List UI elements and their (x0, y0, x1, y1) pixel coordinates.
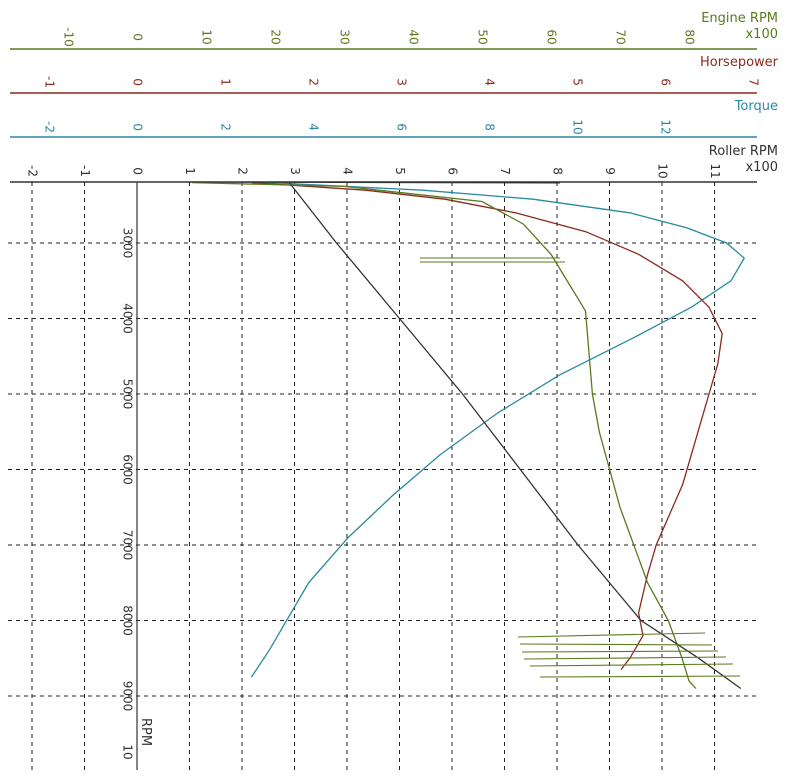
engine-rpm-tick-label: 0 (131, 33, 145, 41)
trace-extras (177, 181, 741, 678)
engine-rpm-tick-label: 50 (476, 29, 490, 44)
roller-rpm-tick-label: 10 (656, 163, 670, 178)
torque-tick-label: 0 (131, 123, 145, 131)
roller-rpm-tick-label: 5 (393, 167, 407, 175)
start-trace (177, 181, 561, 184)
rundown-trace (529, 663, 734, 667)
torque-tick-label: 12 (659, 119, 673, 134)
roller-rpm-ticks: -2 -1 0 1 2 3 4 5 6 7 8 9 10 11 (26, 163, 723, 178)
torque-axis-title: Torque (734, 99, 778, 114)
roller-rpm-axis-title: Roller RPM (709, 144, 778, 159)
roller-rpm-tick-label: 0 (131, 167, 145, 175)
roller-rpm-tick-label: -1 (78, 165, 92, 177)
torque-tick-label: 10 (571, 119, 585, 134)
torque-ticks: -2 0 2 4 6 8 10 12 (43, 119, 673, 134)
engine-rpm-tick-label: -10 (62, 27, 76, 47)
engine-rpm-ticks: -10 0 10 20 30 40 50 60 70 80 (62, 27, 697, 47)
rpm-tick-label: 7000 (121, 530, 135, 561)
horsepower-tick-label: 6 (659, 78, 673, 86)
horsepower-tick-label: 5 (571, 78, 585, 86)
horsepower-tick-label: 7 (747, 78, 761, 86)
horsepower-tick-label: 1 (219, 78, 233, 86)
roller-rpm-tick-label: 9 (603, 167, 617, 175)
rpm-tick-label: 4000 (121, 303, 135, 334)
horsepower-ticks: -1 0 1 2 3 4 5 6 7 (43, 76, 761, 88)
series-line-horsepower (251, 181, 723, 670)
engine-rpm-tick-label: 60 (545, 29, 559, 44)
horsepower-tick-label: 3 (395, 78, 409, 86)
roller-rpm-tick-label: 6 (446, 167, 460, 175)
roller-rpm-tick-label: 7 (498, 167, 512, 175)
horsepower-axis-title: Horsepower (700, 55, 779, 70)
engine-rpm-axis-title: Engine RPM (701, 11, 778, 26)
rundown-trace (517, 632, 706, 638)
rpm-ticks: 3000 4000 5000 6000 7000 8000 9000 10 (121, 228, 135, 760)
rundown-trace (539, 675, 741, 678)
roller-rpm-multiplier: x100 (745, 160, 778, 175)
rpm-tick-label: 10 (121, 744, 135, 759)
rpm-tick-label: 9000 (121, 681, 135, 712)
torque-tick-label: 2 (219, 123, 233, 131)
engine-rpm-tick-label: 10 (200, 29, 214, 44)
torque-tick-label: 4 (307, 123, 321, 131)
rundown-trace (519, 643, 713, 646)
torque-tick-label: 6 (395, 123, 409, 131)
series-line-torque (250, 181, 746, 678)
rpm-axis-title: RPM (138, 718, 153, 746)
rpm-tick-label: 5000 (121, 379, 135, 410)
roller-rpm-tick-label: 4 (341, 167, 355, 175)
rpm-tick-label: 8000 (121, 605, 135, 636)
grid (8, 182, 760, 770)
series-group (192, 181, 746, 690)
roller-rpm-tick-label: 2 (236, 167, 250, 175)
roller-rpm-tick-label: 8 (551, 167, 565, 175)
horsepower-tick-label: 4 (483, 78, 497, 86)
engine-rpm-tick-label: 80 (683, 29, 697, 44)
engine-rpm-tick-label: 30 (338, 29, 352, 44)
horsepower-tick-label: 2 (307, 78, 321, 86)
roller-rpm-tick-label: 11 (708, 163, 722, 178)
rpm-tick-label: 3000 (121, 228, 135, 259)
horsepower-tick-label: -1 (43, 76, 57, 88)
rundown-trace (523, 656, 727, 660)
roller-rpm-tick-label: 3 (288, 167, 302, 175)
engine-rpm-tick-label: 40 (407, 29, 421, 44)
engine-rpm-tick-label: 20 (269, 29, 283, 44)
torque-tick-label: -2 (43, 121, 57, 133)
engine-rpm-tick-label: 70 (614, 29, 628, 44)
roller-rpm-tick-label: 1 (183, 167, 197, 175)
rpm-tick-label: 6000 (121, 454, 135, 485)
series-line-roller-rpm (288, 182, 742, 690)
torque-tick-label: 8 (483, 123, 497, 131)
series-line-engine-rpm (192, 181, 697, 689)
rundown-trace (521, 650, 719, 653)
horsepower-tick-label: 0 (131, 78, 145, 86)
engine-rpm-multiplier: x100 (745, 27, 778, 42)
roller-rpm-tick-label: -2 (26, 165, 40, 177)
